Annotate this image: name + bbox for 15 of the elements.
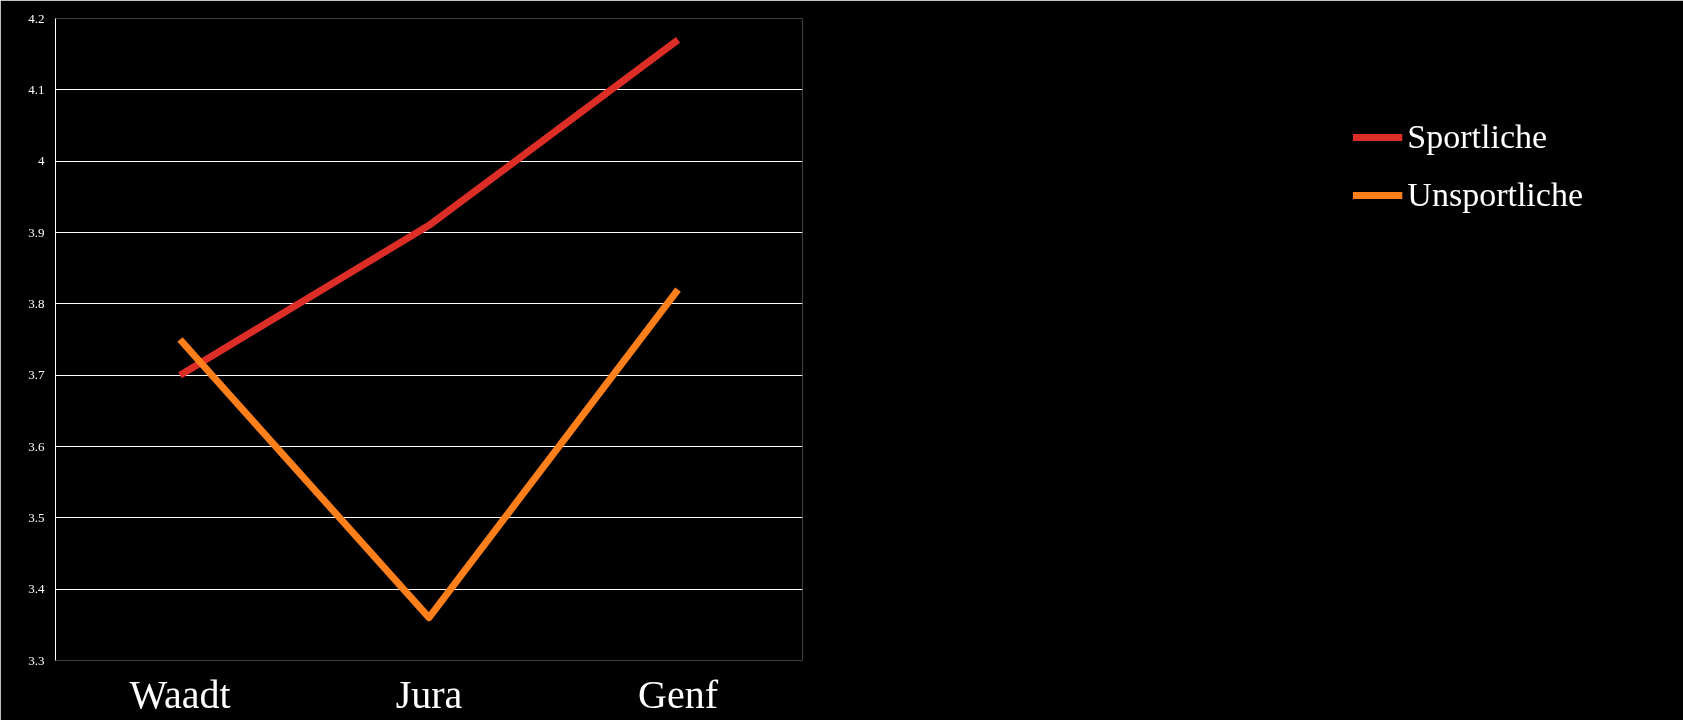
y-tick-label: 3.7 [28,367,45,383]
x-tick-label: Jura [395,671,463,717]
y-tick-label: 3.9 [28,224,45,240]
y-tick-label: 3.4 [28,581,45,597]
legend-label: Sportliche [1407,118,1548,156]
y-tick-label: 3.8 [28,295,45,311]
y-tick-label: 4 [38,153,45,169]
y-tick-label: 3.3 [28,652,45,668]
y-tick-label: 3.6 [28,438,45,454]
x-tick-label: Waadt [129,671,231,717]
y-tick-label: 4.2 [28,10,45,26]
legend-label: Unsportliche [1407,176,1583,214]
y-tick-label: 3.5 [28,509,45,525]
x-tick-label: Genf [638,671,719,717]
y-tick-label: 4.1 [28,81,45,97]
